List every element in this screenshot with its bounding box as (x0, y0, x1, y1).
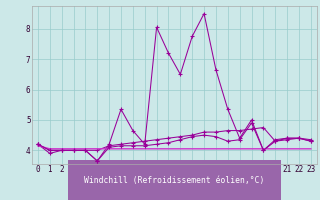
X-axis label: Windchill (Refroidissement éolien,°C): Windchill (Refroidissement éolien,°C) (84, 176, 265, 185)
